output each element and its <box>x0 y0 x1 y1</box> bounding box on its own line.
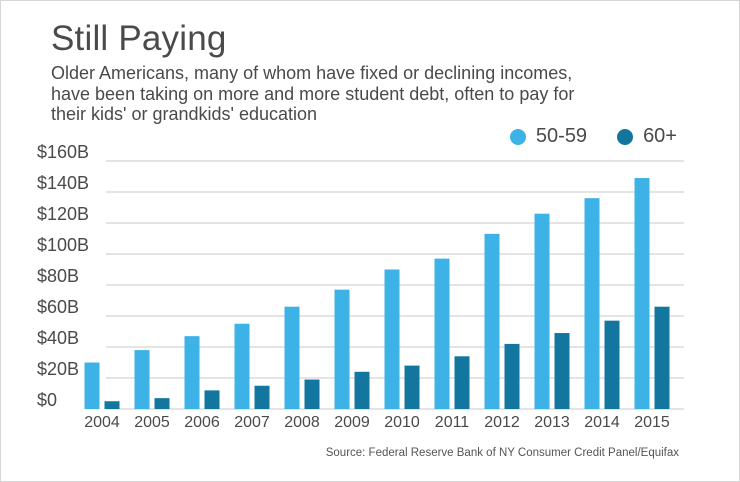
bar-50-59 <box>384 269 400 409</box>
legend-item-50-59: 50-59 <box>509 125 588 148</box>
y-tick-label: $140B <box>37 173 89 193</box>
y-tick-label: $0 <box>37 390 57 410</box>
legend-item-60-plus: 60+ <box>617 125 677 148</box>
bar-60-plus <box>204 390 220 409</box>
legend-label: 60+ <box>643 125 677 147</box>
bar-50-59 <box>134 350 150 409</box>
x-tick-label: 2010 <box>384 414 420 431</box>
chart-title: Still Paying <box>51 19 227 58</box>
bar-50-59 <box>234 323 250 409</box>
bar-50-59 <box>634 178 650 409</box>
y-tick-label: $80B <box>37 266 79 286</box>
legend-label: 50-59 <box>535 125 588 147</box>
bar-60-plus <box>404 365 420 409</box>
bar-60-plus <box>254 385 270 409</box>
source-note: Source: Federal Reserve Bank of NY Consu… <box>325 447 679 459</box>
x-tick-label: 2013 <box>534 414 570 431</box>
x-tick-label: 2014 <box>584 414 620 431</box>
bar-50-59 <box>584 198 600 409</box>
legend-swatch <box>509 128 526 145</box>
subtitle-line: their kids' or grandkids' education <box>51 104 318 124</box>
bar-50-59 <box>284 306 300 409</box>
y-tick-label: $60B <box>37 297 79 317</box>
bar-60-plus <box>554 333 570 409</box>
x-tick-label: 2008 <box>284 414 320 431</box>
y-tick-label: $120B <box>37 204 89 224</box>
bar-60-plus <box>354 371 370 409</box>
bar-60-plus <box>454 356 470 409</box>
bar-60-plus <box>154 398 170 409</box>
bar-50-59 <box>184 336 200 409</box>
bar-50-59 <box>484 233 500 409</box>
bar-60-plus <box>604 320 620 409</box>
y-tick-label: $100B <box>37 235 89 255</box>
x-tick-label: 2011 <box>435 414 470 431</box>
y-tick-label: $160B <box>37 142 89 162</box>
bar-50-59 <box>84 362 100 409</box>
x-tick-label: 2012 <box>484 414 520 431</box>
x-tick-label: 2009 <box>334 414 370 431</box>
chart-legend: 50-59 60+ <box>509 125 677 148</box>
bar-60-plus <box>104 401 120 409</box>
legend-swatch <box>617 128 634 145</box>
bar-60-plus <box>304 379 320 409</box>
bar-60-plus <box>504 343 520 409</box>
x-tick-label: 2004 <box>84 414 120 431</box>
bar-60-plus <box>654 306 670 409</box>
bar-50-59 <box>434 258 450 409</box>
bar-50-59 <box>534 213 550 409</box>
subtitle-line: have been taking on more and more studen… <box>51 83 575 104</box>
x-tick-label: 2015 <box>634 414 670 431</box>
x-tick-label: 2005 <box>134 414 170 431</box>
bar-50-59 <box>334 289 350 409</box>
subtitle-line: Older Americans, many of whom have fixed… <box>51 63 573 83</box>
x-tick-label: 2006 <box>184 414 220 431</box>
y-tick-label: $40B <box>37 328 79 348</box>
chart-subtitle: Older Americans, many of whom have fixed… <box>51 63 691 125</box>
y-tick-label: $20B <box>37 359 79 379</box>
x-tick-label: 2007 <box>234 414 270 431</box>
